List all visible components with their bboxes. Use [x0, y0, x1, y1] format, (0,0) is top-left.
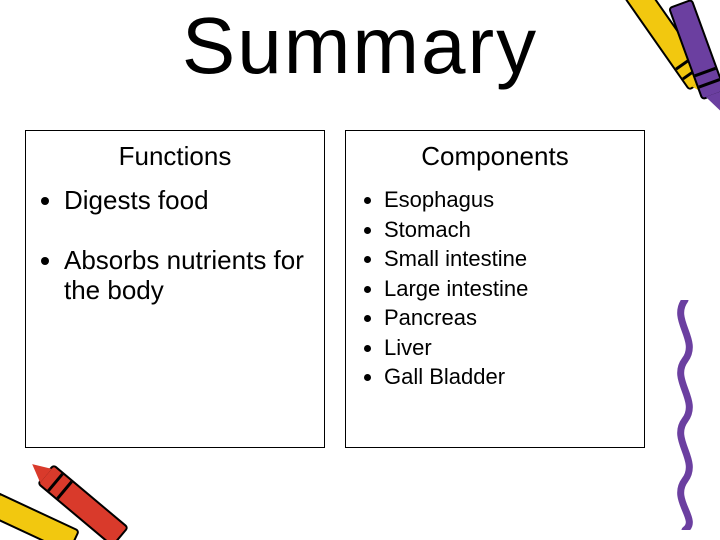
slide: Summary Functions Digests food Absorbs n…	[0, 0, 720, 540]
functions-column: Functions Digests food Absorbs nutrients…	[25, 130, 325, 448]
list-item: Gall Bladder	[384, 363, 632, 391]
page-title: Summary	[0, 0, 720, 92]
list-item: Stomach	[384, 216, 632, 244]
list-item: Large intestine	[384, 275, 632, 303]
components-heading: Components	[358, 141, 632, 172]
functions-heading: Functions	[38, 141, 312, 172]
list-item: Small intestine	[384, 245, 632, 273]
list-item: Pancreas	[384, 304, 632, 332]
list-item: Esophagus	[384, 186, 632, 214]
components-column: Components Esophagus Stomach Small intes…	[345, 130, 645, 448]
list-item: Absorbs nutrients for the body	[64, 246, 312, 306]
list-item: Liver	[384, 334, 632, 362]
functions-list: Digests food Absorbs nutrients for the b…	[38, 186, 312, 306]
squiggle-icon	[665, 300, 705, 530]
list-item: Digests food	[64, 186, 312, 216]
components-list: Esophagus Stomach Small intestine Large …	[358, 186, 632, 391]
